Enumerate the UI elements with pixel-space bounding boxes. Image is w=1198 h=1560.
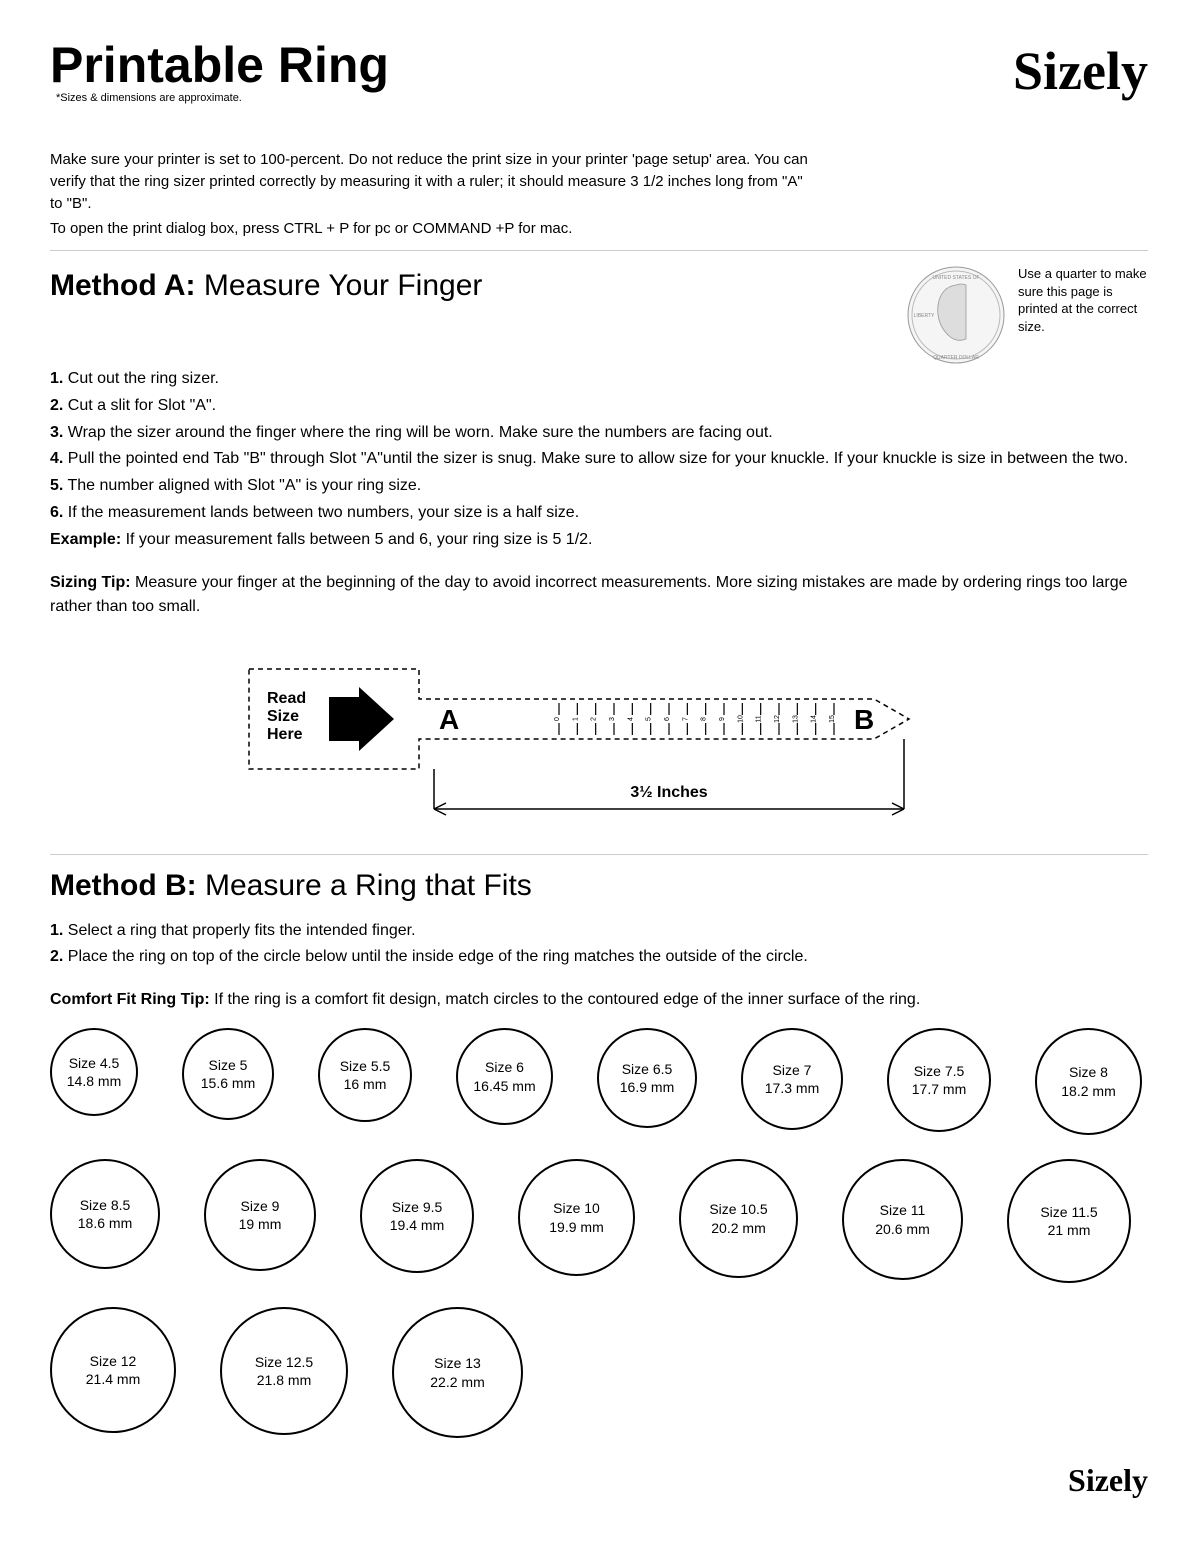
- svg-text:8: 8: [701, 717, 708, 721]
- quarter-reference: UNITED STATES OF LIBERTY QUARTER DOLLAR …: [906, 265, 1148, 365]
- svg-text:Here: Here: [267, 726, 303, 743]
- comfort-tip-label: Comfort Fit Ring Tip:: [50, 991, 210, 1008]
- svg-text:1: 1: [572, 717, 579, 721]
- tip-label: Sizing Tip:: [50, 574, 131, 591]
- comfort-tip-text: If the ring is a comfort fit design, mat…: [210, 991, 921, 1008]
- svg-text:A: A: [439, 704, 459, 735]
- ring-size-circle: Size 1120.6 mm: [842, 1159, 963, 1280]
- svg-text:B: B: [854, 704, 874, 735]
- svg-text:Read: Read: [267, 690, 306, 707]
- ring-size-circle: Size 11.521 mm: [1007, 1159, 1131, 1283]
- method-b-steps: 1. Select a ring that properly fits the …: [50, 919, 1148, 971]
- method-a-steps: 1. Cut out the ring sizer.2. Cut a slit …: [50, 367, 1148, 526]
- step-item: 5. The number aligned with Slot "A" is y…: [50, 474, 1148, 499]
- example-label: Example:: [50, 531, 121, 548]
- ring-size-circle: Size 4.514.8 mm: [50, 1028, 138, 1116]
- divider: [50, 250, 1148, 251]
- footnote: *Sizes & dimensions are approximate.: [56, 92, 389, 104]
- ring-size-circle: Size 515.6 mm: [182, 1028, 274, 1120]
- ring-size-circle: Size 8.518.6 mm: [50, 1159, 160, 1269]
- ring-size-circle: Size 717.3 mm: [741, 1028, 843, 1130]
- quarter-icon: UNITED STATES OF LIBERTY QUARTER DOLLAR: [906, 265, 1006, 365]
- tip-text: Measure your finger at the beginning of …: [50, 574, 1128, 615]
- logo: Sizely: [1013, 40, 1148, 102]
- svg-text:13: 13: [792, 715, 799, 723]
- step-item: 2. Cut a slit for Slot "A".: [50, 394, 1148, 419]
- svg-text:6: 6: [664, 717, 671, 721]
- ring-sizer-diagram: Read Size Here A B 012345678910111213141…: [239, 659, 959, 824]
- method-b-subtitle: Measure a Ring that Fits: [197, 869, 532, 902]
- ring-size-circle: Size 1221.4 mm: [50, 1307, 176, 1433]
- step-item: 1. Select a ring that properly fits the …: [50, 919, 1148, 944]
- ring-size-circle: Size 6.516.9 mm: [597, 1028, 697, 1128]
- example-text: If your measurement falls between 5 and …: [121, 531, 592, 548]
- page-title: Printable Ring: [50, 40, 389, 90]
- ring-size-circle: Size 9.519.4 mm: [360, 1159, 474, 1273]
- svg-text:QUARTER DOLLAR: QUARTER DOLLAR: [933, 355, 979, 361]
- step-item: 6. If the measurement lands between two …: [50, 501, 1148, 526]
- ring-size-circle: Size 818.2 mm: [1035, 1028, 1142, 1135]
- sizing-tip: Sizing Tip: Measure your finger at the b…: [50, 571, 1148, 619]
- ring-size-circles: Size 4.514.8 mm Size 515.6 mm Size 5.516 m…: [50, 1028, 1148, 1438]
- svg-text:5: 5: [646, 717, 653, 721]
- ring-size-circle: Size 616.45 mm: [456, 1028, 553, 1125]
- quarter-note: Use a quarter to make sure this page is …: [1018, 265, 1148, 335]
- svg-text:11: 11: [756, 715, 763, 722]
- ring-size-circle: Size 919 mm: [204, 1159, 316, 1271]
- svg-text:14: 14: [811, 715, 818, 723]
- ring-size-circle: Size 5.516 mm: [318, 1028, 412, 1122]
- method-a-title: Method A: Measure Your Finger: [50, 269, 482, 303]
- step-item: 3. Wrap the sizer around the finger wher…: [50, 421, 1148, 446]
- step-item: 4. Pull the pointed end Tab "B" through …: [50, 447, 1148, 472]
- comfort-fit-tip: Comfort Fit Ring Tip: If the ring is a c…: [50, 988, 1148, 1012]
- method-a-label: Method A:: [50, 269, 196, 302]
- intro-paragraph-2: To open the print dialog box, press CTRL…: [50, 218, 810, 240]
- ring-size-circle: Size 1019.9 mm: [518, 1159, 635, 1276]
- method-b-title: Method B: Measure a Ring that Fits: [50, 869, 1148, 903]
- intro-paragraph-1: Make sure your printer is set to 100-per…: [50, 149, 810, 214]
- svg-text:4: 4: [627, 717, 634, 721]
- step-item: 1. Cut out the ring sizer.: [50, 367, 1148, 392]
- method-a-subtitle: Measure Your Finger: [196, 269, 483, 302]
- method-b-label: Method B:: [50, 869, 197, 902]
- step-item: 2. Place the ring on top of the circle b…: [50, 945, 1148, 970]
- svg-text:3½ Inches: 3½ Inches: [630, 784, 707, 801]
- ring-size-circle: Size 1322.2 mm: [392, 1307, 523, 1438]
- svg-text:Size: Size: [267, 708, 299, 725]
- svg-text:10: 10: [737, 715, 744, 723]
- svg-text:LIBERTY: LIBERTY: [914, 313, 935, 319]
- svg-text:0: 0: [554, 717, 561, 721]
- svg-text:3: 3: [609, 717, 616, 721]
- logo-footer: Sizely: [50, 1462, 1148, 1499]
- svg-text:15: 15: [829, 715, 836, 723]
- svg-text:9: 9: [719, 717, 726, 721]
- method-a-example: Example: If your measurement falls betwe…: [50, 528, 1148, 553]
- svg-text:7: 7: [682, 717, 689, 721]
- svg-text:2: 2: [591, 717, 598, 721]
- svg-text:UNITED STATES OF: UNITED STATES OF: [932, 275, 979, 281]
- ring-size-circle: Size 10.520.2 mm: [679, 1159, 798, 1278]
- svg-text:12: 12: [774, 715, 781, 723]
- ring-size-circle: Size 12.521.8 mm: [220, 1307, 348, 1435]
- ring-size-circle: Size 7.517.7 mm: [887, 1028, 991, 1132]
- divider: [50, 854, 1148, 855]
